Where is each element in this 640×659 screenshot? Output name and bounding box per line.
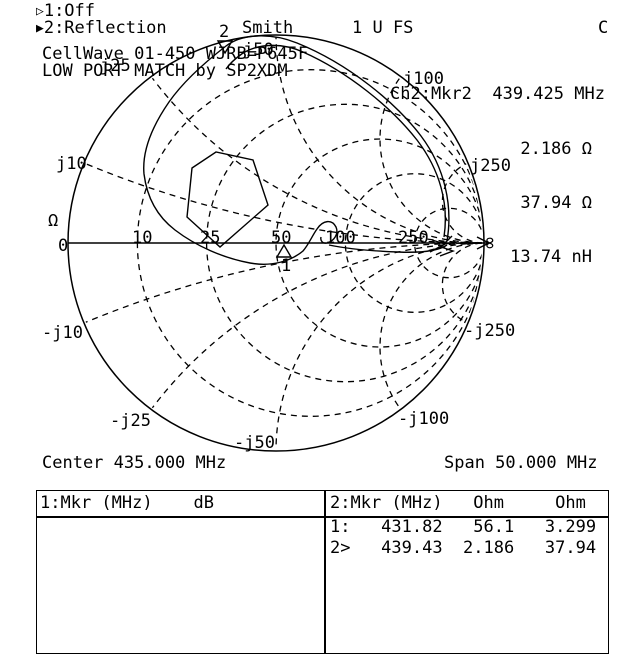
- label-mj25: -j25: [110, 411, 151, 431]
- marker-readout-values: 2.186 Ω 37.94 Ω 13.74 nH: [390, 104, 592, 302]
- label-r100: 100: [325, 228, 356, 248]
- label-j50: j50: [243, 40, 274, 60]
- label-r25: 25: [200, 228, 221, 248]
- trace-title-line1: CellWave 01-450 WJRB=P645F: [42, 44, 309, 64]
- span-frequency: Span 50.000 MHz: [444, 453, 598, 473]
- label-j10: j10: [56, 154, 87, 174]
- label-infinity: ∞: [479, 237, 501, 249]
- marker2-number: 2: [219, 22, 230, 42]
- channel2-label: 2:Reflection: [43, 18, 167, 38]
- channel2-status-line: ▶ 2:Reflection: [36, 20, 167, 37]
- trace-band-edge-knot: [429, 235, 456, 257]
- format-label: Smith: [242, 18, 294, 38]
- marker-table-ch1-header: 1:Mkr (MHz) dB: [40, 493, 214, 513]
- center-frequency: Center 435.000 MHz: [42, 453, 227, 473]
- scale-label: 1 U FS: [352, 18, 414, 38]
- label-j250: j250: [470, 156, 511, 176]
- marker-readout-inductance: 13.74 nH: [510, 247, 592, 267]
- marker-readout-reactance: 37.94 Ω: [520, 193, 592, 213]
- label-r0: 0: [58, 236, 69, 256]
- label-r10: 10: [132, 228, 153, 248]
- label-r50: 50: [271, 228, 292, 248]
- label-j100: j100: [403, 69, 444, 89]
- marker-table-divider: [324, 491, 326, 653]
- marker-readout-header: Ch2:Mkr2 439.425 MHz: [390, 84, 605, 104]
- channel1-status-line: ▷ 1:Off: [36, 3, 95, 20]
- label-mj250: -j250: [464, 321, 516, 341]
- marker1-number: 1: [281, 256, 292, 276]
- correction-status: C: [598, 18, 609, 38]
- trace-passband-loop: [186, 151, 269, 248]
- marker-table-row-2: 2> 439.43 2.186 37.94: [330, 538, 597, 558]
- label-mj10: -j10: [42, 323, 83, 343]
- marker2-symbol: [216, 40, 234, 55]
- trace-title-line2: LOW PORT MATCH by SP2XDM: [42, 61, 288, 81]
- label-mj50: -j50: [234, 433, 275, 453]
- reflection-trace: [143, 35, 456, 265]
- label-mj100: -j100: [398, 409, 450, 429]
- marker-table: [36, 490, 609, 654]
- marker-table-ch2-header: 2:Mkr (MHz) Ohm Ohm: [330, 493, 586, 513]
- marker-table-header-rule: [37, 516, 608, 518]
- channel1-label: 1:Off: [43, 1, 96, 21]
- marker1-symbol: [275, 243, 293, 258]
- label-ohm-unit: Ω: [48, 211, 59, 231]
- marker-table-row-1: 1: 431.82 56.1 3.299: [330, 517, 597, 537]
- marker-readout-resistance: 2.186 Ω: [520, 139, 592, 159]
- channel1-inactive-icon: ▷: [36, 4, 44, 19]
- label-r250: 250: [398, 228, 429, 248]
- channel2-active-icon: ▶: [36, 21, 44, 36]
- label-j25: j25: [100, 56, 131, 76]
- resistance-axis: [68, 236, 490, 250]
